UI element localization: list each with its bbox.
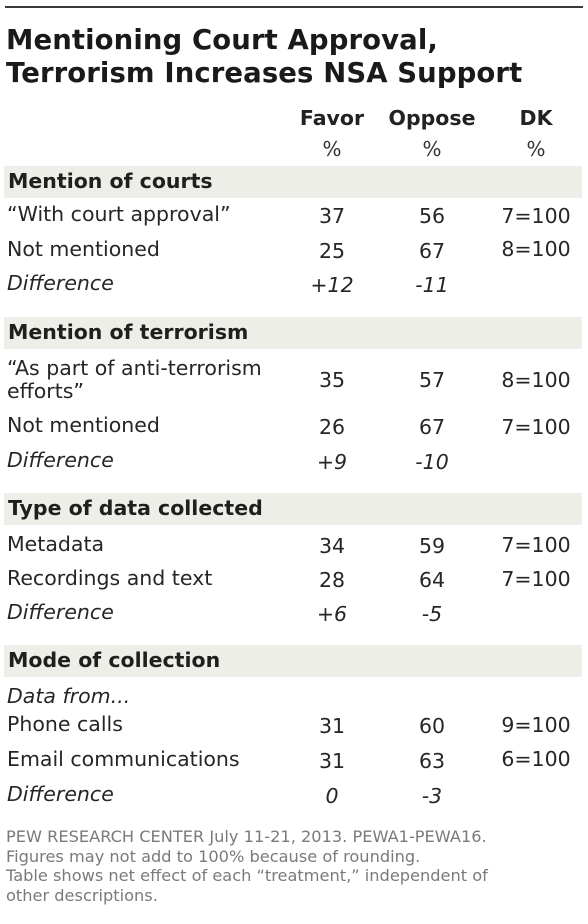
row-label-line-1: “As part of anti-terrorism — [7, 356, 262, 380]
cell-favor: +6 — [316, 602, 348, 626]
cell-oppose: 67 — [418, 239, 446, 263]
cell-oppose: 60 — [418, 714, 446, 738]
cell-favor: 31 — [318, 749, 346, 773]
chart-title: Mentioning Court Approval, Terrorism Inc… — [6, 24, 582, 90]
row-label-difference: Difference — [7, 271, 114, 295]
cell-dk: 8=100 — [501, 368, 571, 392]
cell-oppose: -5 — [421, 602, 443, 626]
row-label: Recordings and text — [7, 566, 213, 590]
cell-dk: 9=100 — [501, 713, 571, 737]
row-label-difference: Difference — [7, 782, 114, 806]
row-label: Not mentioned — [7, 413, 160, 437]
cell-favor: 35 — [318, 368, 346, 392]
row-label-difference: Difference — [7, 600, 114, 624]
section-label: Type of data collected — [8, 496, 263, 520]
cell-favor: 34 — [318, 534, 346, 558]
cell-favor: 31 — [318, 714, 346, 738]
cell-dk: 7=100 — [501, 533, 571, 557]
subheading-data-from: Data from... — [7, 684, 131, 708]
cell-oppose: 57 — [418, 368, 446, 392]
section-band-terrorism: Mention of terrorism — [4, 317, 582, 349]
cell-oppose: 67 — [418, 415, 446, 439]
section-label: Mention of terrorism — [8, 320, 249, 344]
cell-dk: 7=100 — [501, 204, 571, 228]
row-label: “With court approval” — [7, 202, 231, 226]
top-rule — [5, 6, 583, 8]
column-header-favor: Favor — [299, 106, 365, 130]
footer-line-note-cont: other descriptions. — [6, 885, 158, 905]
source-footnote: PEW RESEARCH CENTER July 11-21, 2013. PE… — [6, 827, 584, 905]
title-line-2: Terrorism Increases NSA Support — [6, 57, 523, 89]
row-label: Phone calls — [7, 712, 123, 736]
cell-oppose: -11 — [415, 273, 449, 297]
column-header-dk: DK — [519, 106, 553, 130]
cell-oppose: -10 — [415, 450, 449, 474]
cell-favor: 0 — [325, 784, 339, 808]
cell-oppose: 56 — [418, 204, 446, 228]
cell-favor: 37 — [318, 204, 346, 228]
section-label: Mode of collection — [8, 648, 221, 672]
section-band-mode: Mode of collection — [4, 645, 582, 677]
section-band-data-type: Type of data collected — [4, 493, 582, 525]
cell-oppose: 59 — [418, 534, 446, 558]
cell-favor: +12 — [310, 273, 354, 297]
title-line-1: Mentioning Court Approval, — [6, 24, 438, 56]
footer-line-source: PEW RESEARCH CENTER July 11-21, 2013. PE… — [6, 827, 487, 846]
row-label: Metadata — [7, 532, 105, 556]
section-band-courts: Mention of courts — [4, 166, 582, 198]
footer-line-note: Table shows net effect of each “treatmen… — [6, 866, 488, 885]
cell-oppose: -3 — [421, 784, 443, 808]
row-label: Not mentioned — [7, 237, 160, 261]
cell-favor: 25 — [318, 239, 346, 263]
cell-dk: 7=100 — [501, 415, 571, 439]
footer-line-rounding: Figures may not add to 100% because of r… — [6, 846, 421, 866]
row-label-line-2: efforts” — [7, 379, 85, 403]
cell-oppose: 63 — [418, 749, 446, 773]
unit-favor: % — [322, 137, 342, 161]
row-label-difference: Difference — [7, 448, 114, 472]
column-header-oppose: Oppose — [388, 106, 476, 130]
cell-dk: 7=100 — [501, 567, 571, 591]
unit-oppose: % — [422, 137, 442, 161]
section-label: Mention of courts — [8, 169, 213, 193]
cell-favor: +9 — [316, 450, 348, 474]
unit-dk: % — [526, 137, 546, 161]
row-label: Email communications — [7, 747, 240, 771]
cell-oppose: 64 — [418, 568, 446, 592]
cell-favor: 28 — [318, 568, 346, 592]
cell-favor: 26 — [318, 415, 346, 439]
cell-dk: 8=100 — [501, 237, 571, 261]
cell-dk: 6=100 — [501, 747, 571, 771]
